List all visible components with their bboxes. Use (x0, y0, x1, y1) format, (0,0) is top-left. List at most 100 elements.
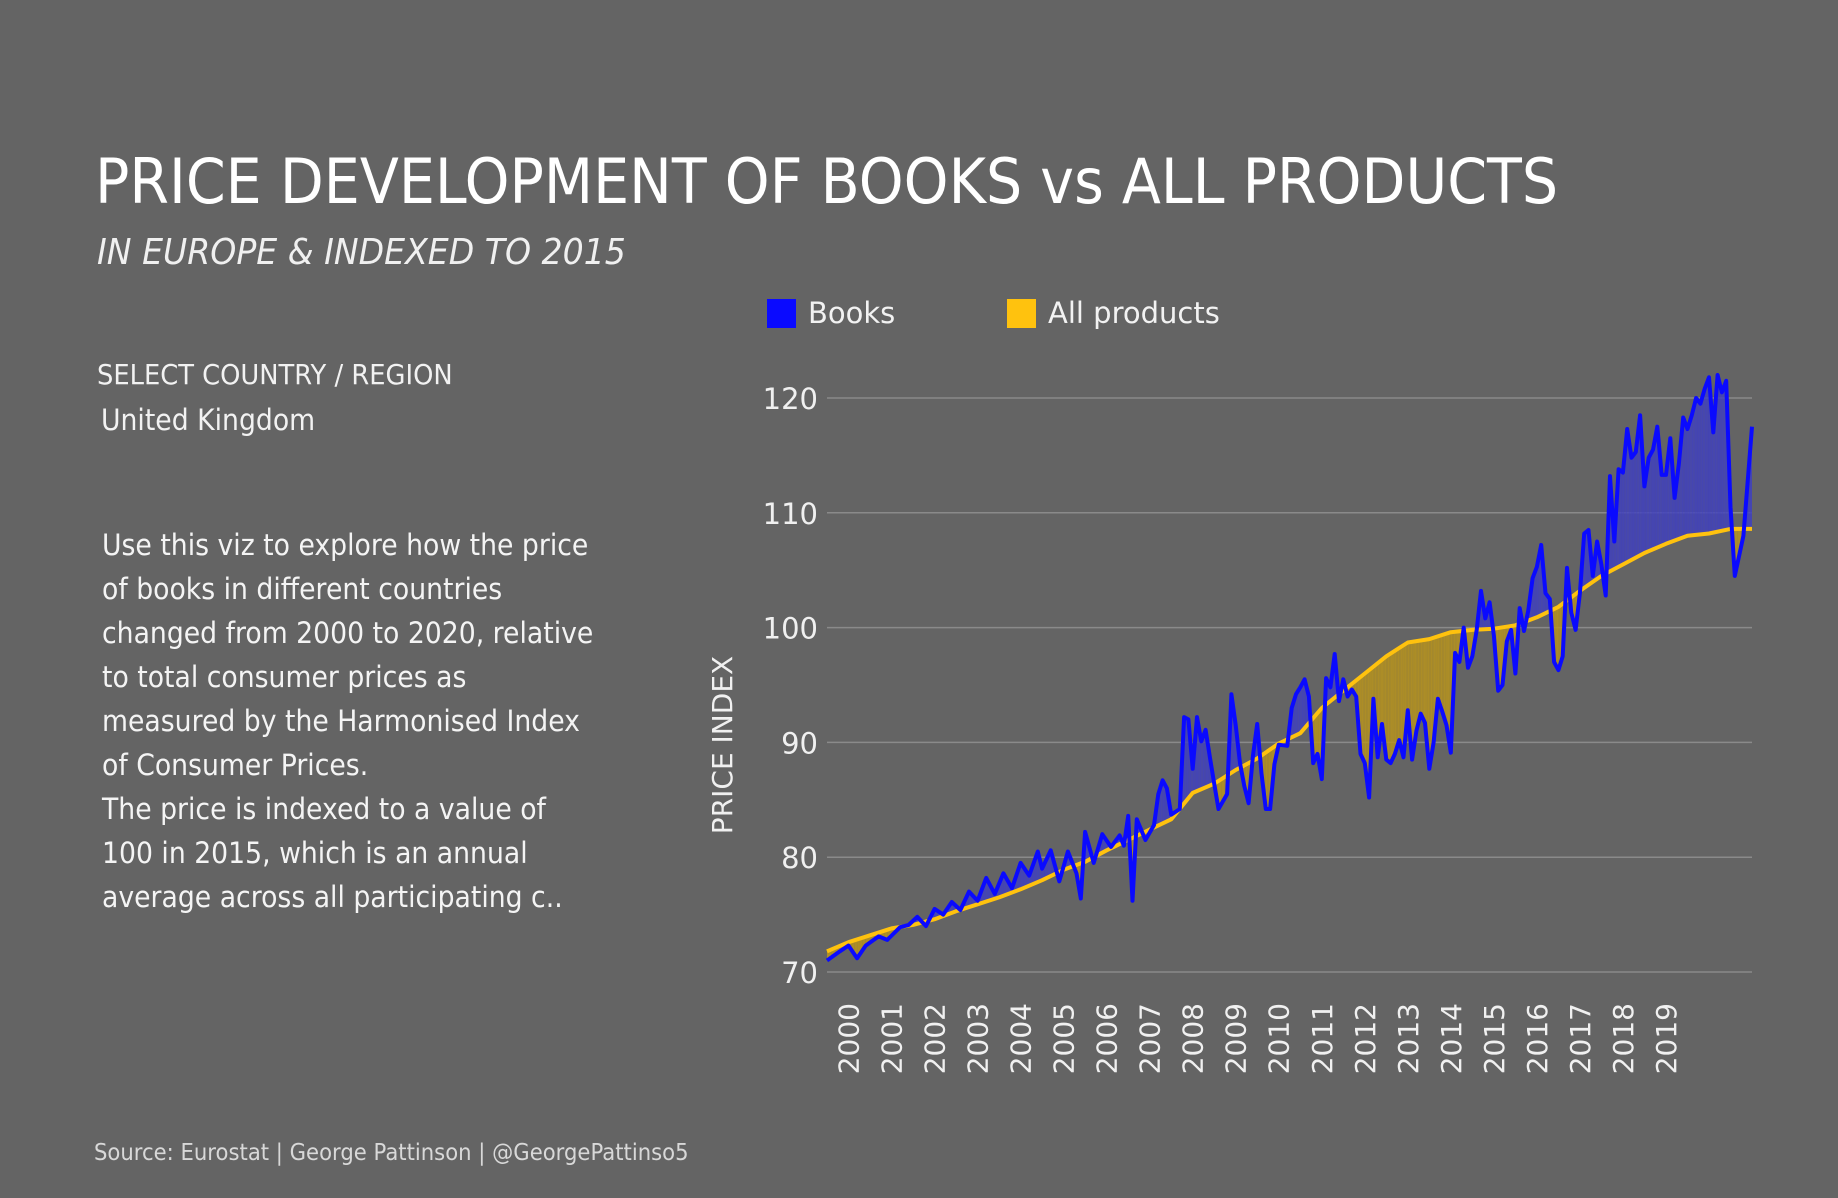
difference-band (1653, 445, 1655, 550)
difference-band (1426, 639, 1428, 746)
difference-band (1690, 417, 1692, 536)
difference-band (1373, 666, 1375, 709)
difference-band (1186, 719, 1189, 800)
difference-band (1680, 440, 1682, 539)
difference-band (1435, 637, 1437, 721)
difference-band (1377, 662, 1380, 752)
difference-band (1017, 867, 1021, 890)
difference-band (1480, 595, 1483, 630)
difference-band (1587, 530, 1589, 586)
difference-band (1367, 670, 1370, 792)
difference-band (1413, 641, 1415, 746)
difference-band (870, 934, 875, 942)
difference-band (1496, 628, 1499, 682)
difference-band (1684, 423, 1687, 537)
difference-band (1696, 398, 1698, 535)
difference-band (1498, 627, 1500, 690)
difference-band (1409, 642, 1411, 735)
difference-band (1574, 594, 1576, 628)
difference-band (1317, 712, 1319, 759)
difference-band (1369, 669, 1371, 782)
difference-band (1410, 641, 1413, 752)
difference-band (1488, 605, 1490, 630)
difference-band (1704, 386, 1707, 534)
x-tick-label: 2005 (1048, 1003, 1081, 1074)
difference-band (1298, 688, 1301, 734)
difference-band (1161, 782, 1163, 824)
difference-band (1470, 629, 1473, 659)
difference-band (1390, 653, 1393, 762)
difference-band (1353, 682, 1355, 694)
difference-band (1643, 474, 1645, 554)
difference-band (1412, 641, 1414, 755)
difference-band (1671, 468, 1674, 542)
difference-band (1506, 626, 1509, 640)
difference-band (1198, 729, 1200, 791)
difference-band (1677, 469, 1679, 540)
difference-band (1034, 855, 1038, 883)
difference-band (1393, 651, 1395, 756)
x-tick-label: 2017 (1564, 1003, 1597, 1074)
difference-band (1597, 545, 1599, 579)
difference-band (914, 918, 918, 925)
difference-band (1622, 465, 1625, 565)
difference-band (1099, 839, 1103, 854)
legend-item-all-products[interactable]: All products (1007, 296, 1220, 330)
x-tick-label: 2010 (1263, 1003, 1296, 1074)
difference-band (1447, 632, 1450, 739)
difference-band (1724, 382, 1727, 530)
difference-band (1020, 865, 1024, 889)
country-filter-label: SELECT COUNTRY / REGION (97, 358, 453, 391)
difference-band (1535, 568, 1537, 618)
difference-band (1433, 637, 1436, 736)
difference-band (1265, 752, 1268, 809)
difference-band (1416, 641, 1418, 729)
difference-band (1188, 727, 1190, 798)
difference-band (835, 946, 840, 953)
difference-fill (827, 377, 1752, 959)
difference-band (1641, 450, 1644, 555)
difference-band (1559, 605, 1562, 664)
difference-band (1406, 642, 1408, 719)
difference-band (1102, 836, 1106, 852)
difference-band (1698, 402, 1701, 535)
legend-item-books[interactable]: Books (767, 296, 895, 330)
difference-band (1630, 452, 1632, 561)
country-filter-select[interactable]: United Kingdom (101, 403, 316, 437)
x-tick-label: 2006 (1091, 1003, 1124, 1074)
difference-band (1301, 683, 1304, 731)
difference-band (1612, 530, 1615, 570)
difference-band (1423, 639, 1426, 722)
difference-band (1422, 640, 1424, 719)
difference-band (1293, 701, 1295, 737)
difference-band (1232, 709, 1235, 772)
difference-band (1437, 636, 1440, 701)
difference-band (934, 909, 938, 919)
difference-band (887, 929, 892, 938)
difference-band (1585, 531, 1588, 587)
difference-band (971, 896, 975, 906)
x-tick-label: 2016 (1521, 1003, 1554, 1074)
legend-swatch-books (767, 298, 796, 328)
gridlines (827, 397, 1752, 973)
books-line[interactable] (825, 373, 1754, 963)
difference-band (1456, 631, 1459, 658)
difference-band (1318, 710, 1321, 767)
difference-band (1221, 778, 1225, 802)
difference-band (881, 931, 885, 939)
difference-band (1554, 608, 1556, 664)
difference-band (1067, 855, 1071, 868)
difference-band (1399, 647, 1401, 743)
x-tick-label: 2008 (1177, 1003, 1210, 1074)
difference-band (1197, 721, 1199, 791)
difference-band (1264, 752, 1266, 804)
difference-band (1360, 676, 1362, 756)
difference-band (1414, 641, 1417, 736)
difference-band (1668, 444, 1671, 543)
difference-band (1014, 875, 1018, 891)
difference-band (1029, 871, 1033, 886)
difference-band (1389, 654, 1391, 763)
difference-band (1598, 552, 1600, 578)
difference-band (1749, 444, 1752, 529)
x-tick-label: 2000 (833, 1003, 866, 1074)
